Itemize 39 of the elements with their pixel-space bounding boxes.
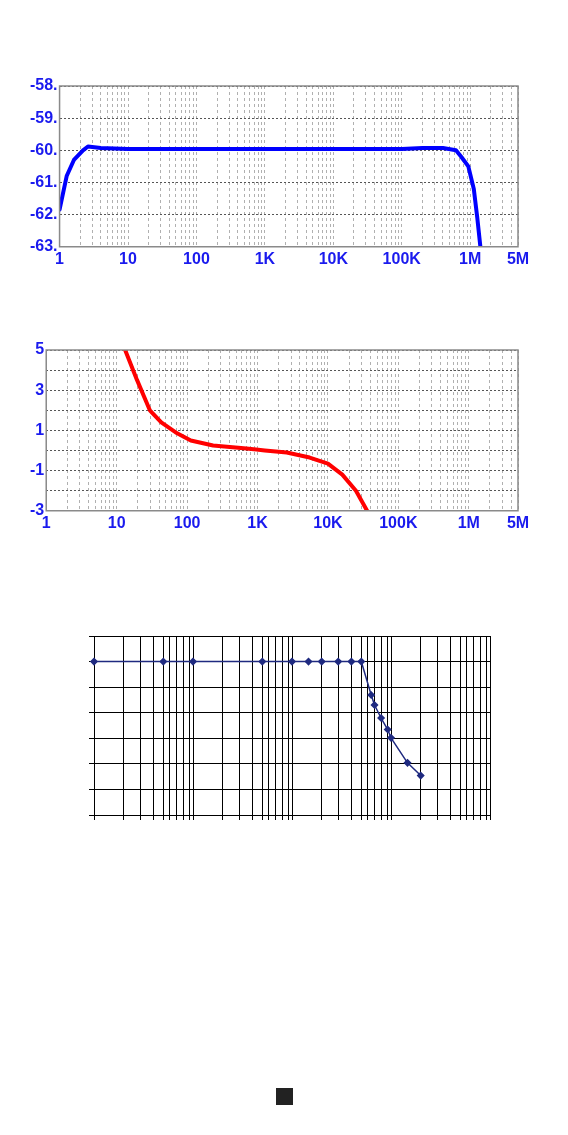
point [387, 734, 395, 742]
x-tick-label: 5M [506, 513, 530, 531]
point [304, 657, 313, 666]
y-tick-label: 1 [35, 420, 45, 438]
point [383, 725, 392, 734]
y-tick-label: 5 [35, 340, 45, 358]
point [403, 759, 412, 767]
x-tick-label: 100 [183, 249, 210, 267]
y-tick-label: -1 [29, 461, 45, 479]
x-tick-label: 100 [173, 513, 201, 531]
y-tick-label: -62. [29, 205, 58, 223]
x-tick-label: 10 [119, 249, 137, 267]
point [334, 657, 342, 666]
point [357, 657, 366, 666]
point [258, 657, 267, 666]
y-tick-label: -58. [29, 76, 58, 94]
x-tick-label: 1K [247, 513, 269, 531]
point [317, 657, 326, 666]
x-tick-label: 10 [107, 513, 126, 531]
point [370, 701, 379, 709]
x-tick-label: 100K [379, 513, 418, 531]
x-tick-label: 10K [313, 513, 344, 531]
point [377, 714, 385, 722]
x-tick-label: 100K [382, 249, 422, 267]
y-tick-label: -59. [29, 108, 58, 126]
x-tick-label: 1K [254, 249, 276, 267]
y-tick-label: -61. [29, 172, 58, 190]
x-tick-label: 1M [459, 249, 482, 267]
point [347, 657, 356, 666]
y-tick-label: -60. [29, 140, 58, 158]
point [189, 657, 197, 666]
y-tick-label: 3 [35, 380, 45, 398]
point [159, 657, 168, 666]
x-tick-label: 10K [318, 249, 349, 267]
point [367, 691, 375, 699]
point [288, 657, 296, 666]
x-tick-label: 1M [457, 513, 480, 531]
x-tick-label: 5M [506, 249, 530, 267]
point [416, 771, 425, 780]
